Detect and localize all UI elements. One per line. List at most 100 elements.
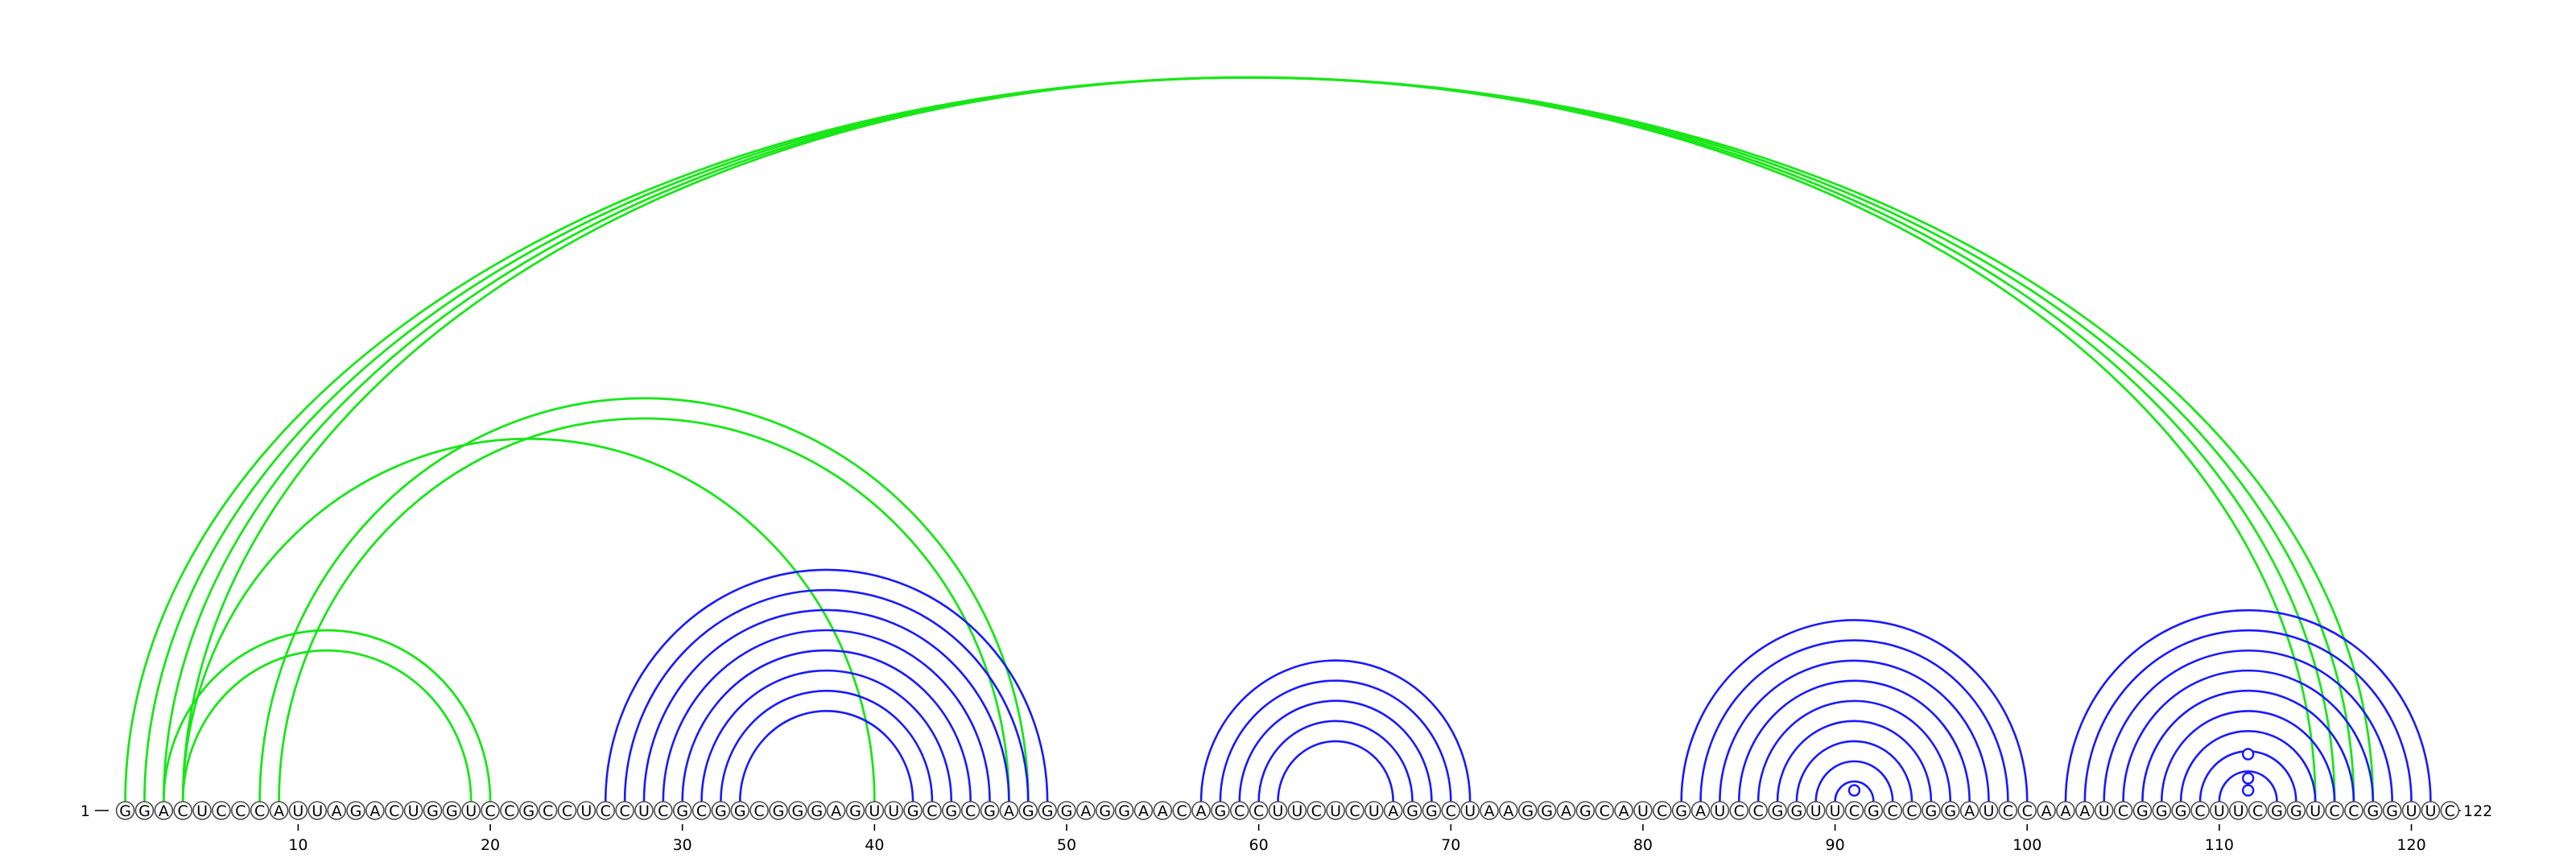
green-arc-9-47 [278,417,1010,802]
base-letter-7: C [235,802,246,820]
base-letter-26: C [601,802,611,820]
base-circle-8 [250,801,270,820]
base-letter-17: G [427,802,439,820]
base-circle-9 [269,801,289,820]
base-letter-107: G [2156,802,2168,820]
base-circle-114 [2286,801,2306,820]
base-letter-106: G [2136,802,2149,820]
base-letter-99: C [2003,802,2013,820]
base-letter-8: C [254,802,265,820]
base-circle-32 [711,801,731,820]
base-circle-97 [1959,801,1979,820]
base-letter-22: G [522,802,535,820]
base-circle-42 [903,801,923,820]
base-circle-63 [1307,801,1327,820]
base-circle-27 [615,801,634,820]
blue-arc-59-69 [1238,699,1433,802]
base-circle-101 [2037,801,2056,820]
base-letter-5: U [196,802,208,820]
base-circle-15 [384,801,404,820]
base-letter-70: C [1446,802,1456,820]
base-circle-102 [2056,801,2075,820]
base-circle-118 [2363,801,2383,820]
base-circle-59 [1229,801,1249,820]
base-circle-67 [1383,801,1403,820]
base-letter-97: A [1964,802,1975,820]
base-circle-55 [1153,801,1173,820]
base-letter-90: U [1830,802,1841,820]
base-letter-25: U [580,802,592,820]
base-letter-81: C [1657,802,1667,820]
base-circle-60 [1249,801,1269,820]
base-letter-49: G [1042,802,1054,820]
blue-arc-27-48 [623,588,1030,802]
base-circle-81 [1653,801,1672,820]
green-arc-8-48 [258,397,1030,802]
tick-label-110: 110 [2205,836,2234,854]
base-letter-88: G [1790,802,1802,820]
blue-arc-61-67 [1277,740,1394,802]
base-letter-72: A [1484,802,1495,820]
base-letter-63: C [1311,802,1322,820]
base-circle-23 [538,801,558,820]
base-letter-30: G [676,802,688,820]
base-circle-44 [941,801,961,820]
base-letter-9: A [274,802,284,820]
base-letter-18: G [446,802,458,820]
base-letter-78: C [1600,802,1610,820]
base-letter-82: G [1675,802,1687,820]
base-letter-79: A [1619,802,1629,820]
base-circle-54 [1133,801,1154,820]
base-circle-75 [1537,801,1557,820]
base-pair-arcs [124,77,2432,802]
blue-arc-31-44 [700,669,953,802]
blue-arc-103-120 [2083,629,2413,802]
base-circle-111 [2228,801,2248,820]
base-letter-37: G [811,802,823,820]
base-letter-120: U [2406,802,2417,820]
base-letter-85: C [1734,802,1744,820]
base-letter-16: U [408,802,419,820]
base-circle-104 [2094,801,2114,820]
blue-arc-88-94 [1795,740,1913,802]
base-circle-85 [1729,801,1749,820]
base-letter-34: C [754,802,765,820]
green-arc-3-20 [162,629,492,802]
blue-arc-33-42 [738,710,914,802]
base-letter-27: C [619,802,630,820]
base-circle-80 [1633,801,1653,820]
base-letter-110: U [2214,802,2225,820]
base-circle-103 [2075,801,2095,820]
base-circle-24 [557,801,577,820]
base-letter-73: A [1503,802,1513,820]
base-circle-13 [346,801,365,820]
base-circle-11 [308,801,328,820]
base-circle-68 [1402,801,1422,820]
blue-arc-89-93 [1814,760,1894,802]
base-circle-108 [2171,801,2190,820]
base-letter-58: G [1215,802,1227,820]
blue-arc-32-43 [720,690,934,802]
base-circle-64 [1326,801,1345,820]
base-letter-54: A [1138,802,1149,820]
base-circle-17 [423,801,443,820]
base-circle-89 [1806,801,1826,820]
marker-dot-4 [2241,748,2255,761]
tick-label-120: 120 [2396,836,2425,854]
blue-arc-60-68 [1257,720,1414,802]
base-circle-33 [730,801,750,820]
base-circle-109 [2190,801,2210,820]
blue-arc-85-97 [1737,679,1971,802]
base-letter-77: G [1579,802,1591,820]
tick-label-20: 20 [481,836,500,854]
base-letter-11: U [312,802,323,820]
base-letter-10: U [292,802,303,820]
base-letter-24: C [562,802,572,820]
base-letter-76: A [1561,802,1571,820]
base-circle-40 [865,801,885,820]
marker-dot-1 [1847,784,1861,797]
tick-label-10: 10 [288,836,308,854]
tick-label-100: 100 [2013,836,2041,854]
base-letter-21: C [504,802,514,820]
base-letter-95: G [1926,802,1938,820]
